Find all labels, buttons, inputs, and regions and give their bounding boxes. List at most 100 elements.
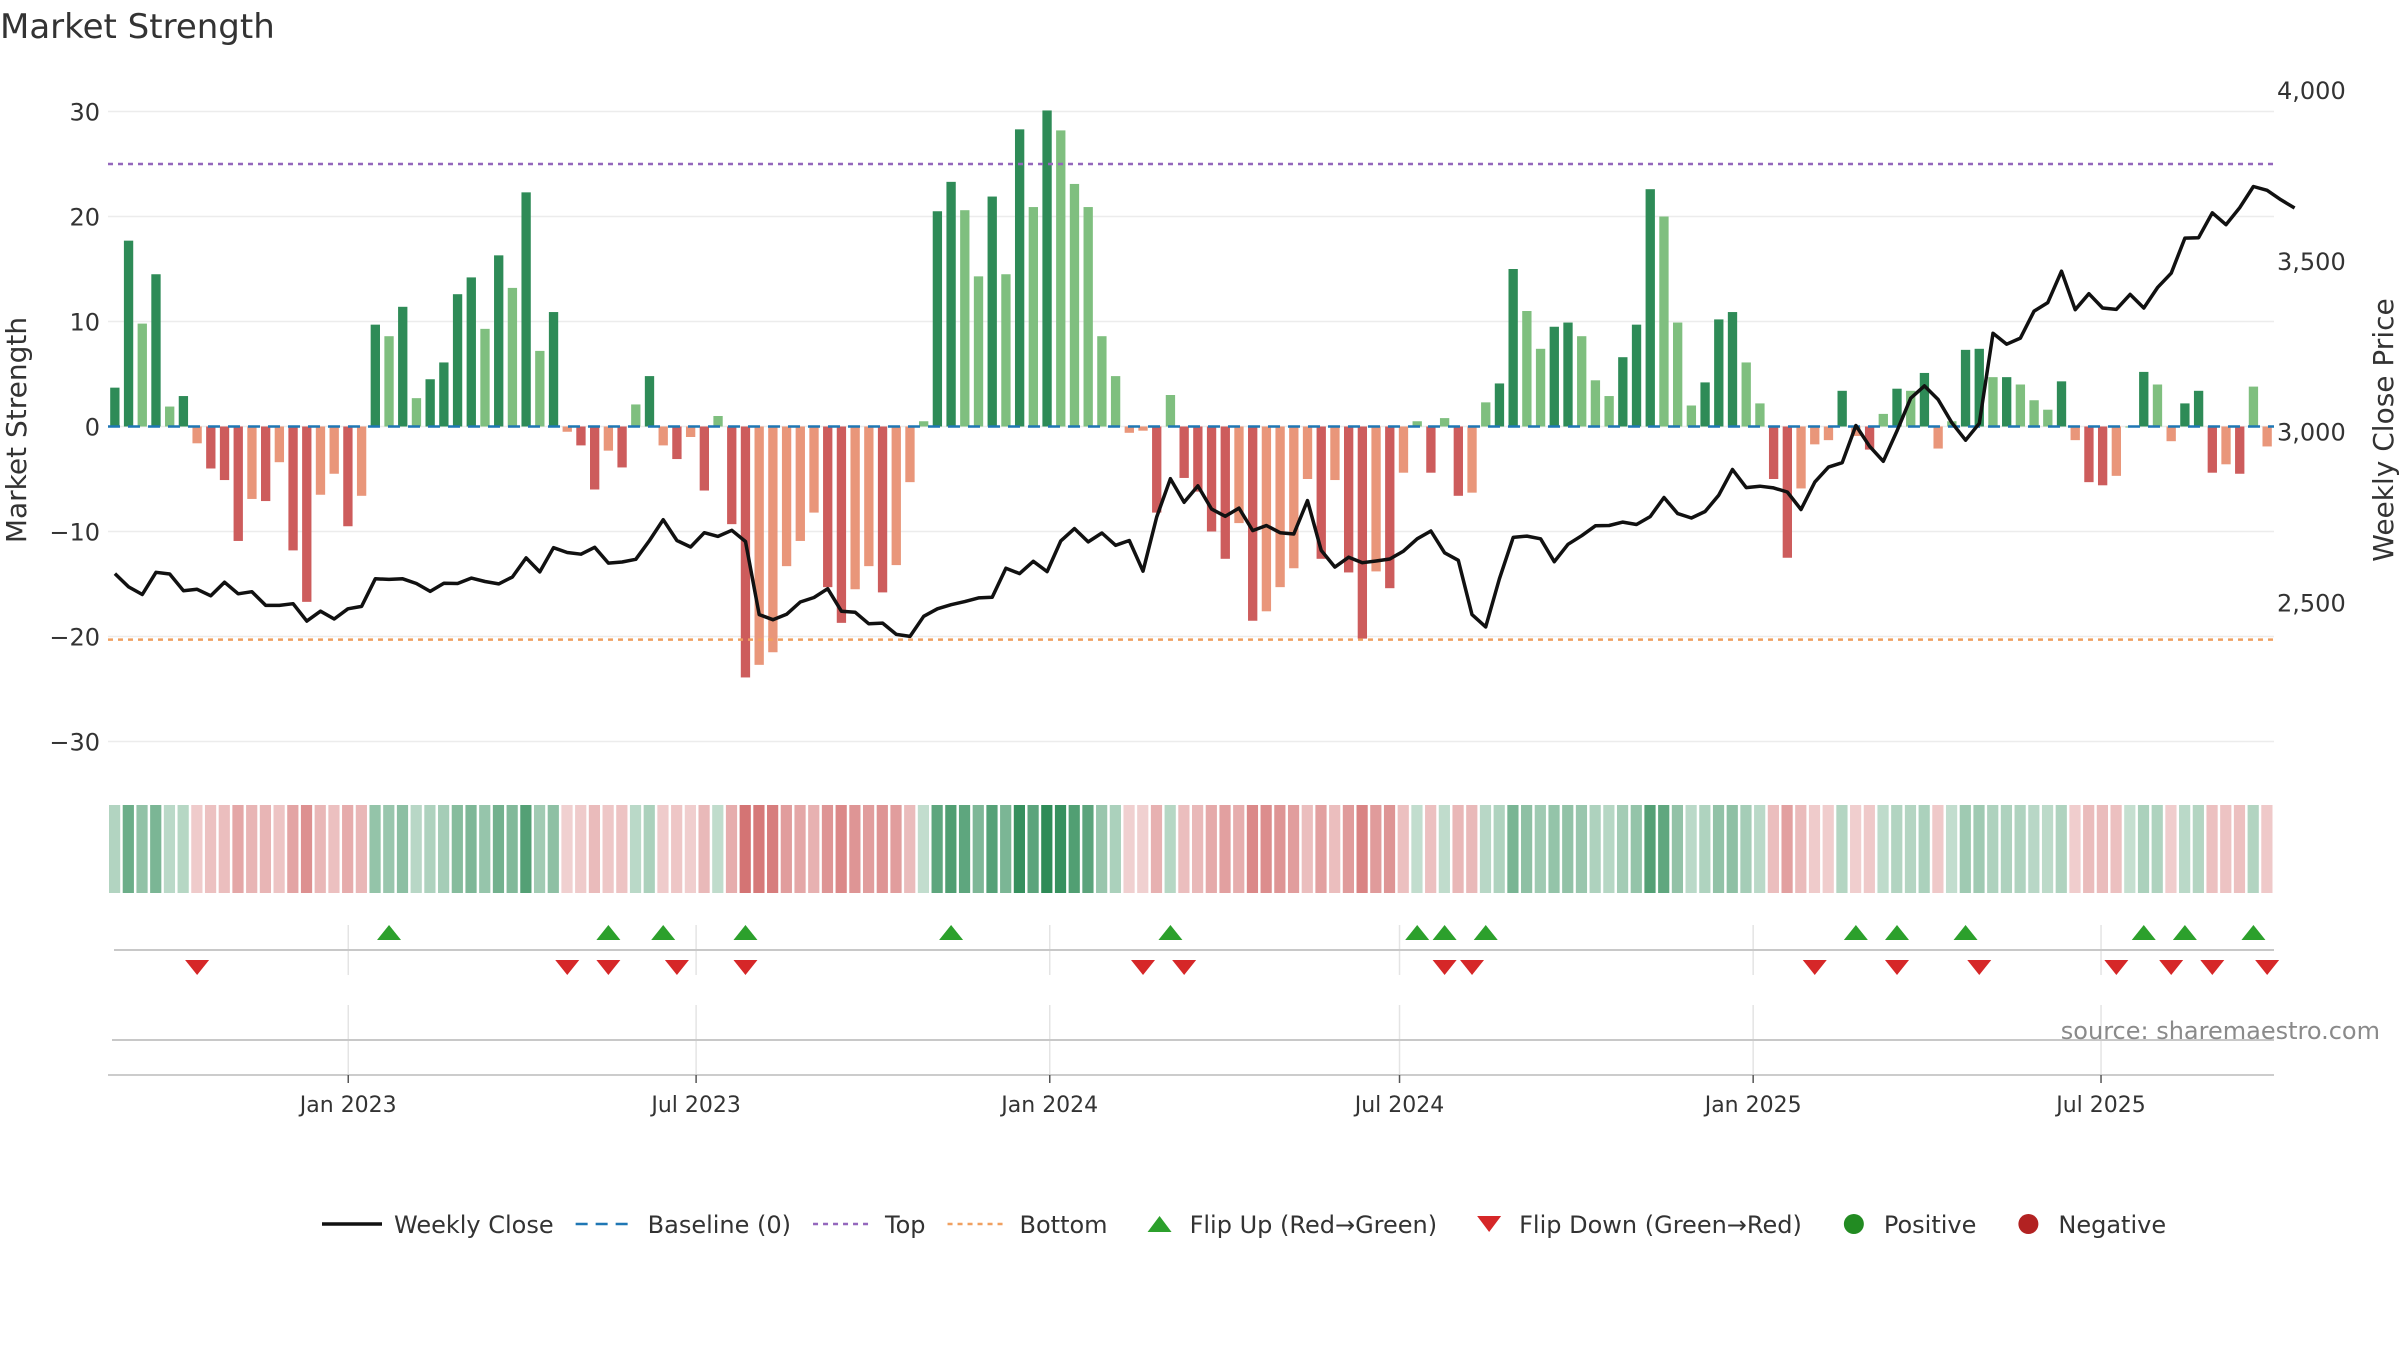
strip-cell [1466, 805, 1478, 893]
flip-up-marker [377, 925, 402, 940]
x-tick-label: Jul 2023 [649, 1093, 741, 1118]
strength-bar [658, 426, 668, 446]
legend-label: Top [884, 1211, 926, 1239]
strength-bar [2221, 426, 2231, 465]
strip-cell [1493, 805, 1505, 893]
strip-cell [479, 805, 491, 893]
strength-bar [795, 426, 805, 541]
strength-bar [1083, 207, 1093, 427]
strength-bar [1124, 426, 1134, 433]
strip-cell [2233, 805, 2246, 893]
strip-cell [259, 805, 272, 893]
strength-bar [1645, 189, 1655, 427]
flip-up-marker [1885, 925, 1910, 940]
left-axis-ticks: 30 20 10 0 −10 −20 −30 [49, 99, 100, 757]
strip-cell [684, 805, 696, 893]
flip-up-marker [1953, 925, 1978, 940]
strength-bar [535, 350, 545, 427]
legend-swatch-dot [1843, 1214, 1864, 1234]
strip-cell [1246, 805, 1259, 893]
flip-down-marker [1885, 960, 1910, 975]
strength-bar [2029, 400, 2039, 427]
strength-bar [2248, 386, 2259, 427]
strip-cell [1836, 805, 1848, 893]
strip-cell [917, 805, 930, 893]
flip-down-marker [2255, 960, 2280, 975]
strength-bar [1330, 426, 1340, 481]
strength-bar [685, 426, 696, 437]
reference-lines [108, 162, 2274, 641]
strength-bar [343, 426, 353, 527]
strip-cell [2206, 805, 2218, 893]
strength-bar [1302, 426, 1313, 479]
flip-up-marker [2131, 925, 2156, 940]
strip-cell [561, 805, 573, 893]
strength-bar [864, 426, 874, 567]
strip-cell [1767, 805, 1779, 893]
strip-cell [218, 805, 230, 893]
strip-cell [1068, 805, 1080, 893]
y-tick-label-left: −30 [49, 729, 100, 757]
legend-item: Flip Up (Red→Green) [1147, 1211, 1437, 1239]
strip-cell [1370, 805, 1382, 893]
strength-bar [1563, 322, 1573, 427]
strength-bar [905, 426, 915, 483]
strip-cell [821, 805, 834, 893]
x-tick-label: Jan 2023 [298, 1093, 397, 1118]
strength-bar [233, 426, 243, 541]
strip-cell [109, 805, 121, 893]
y-tick-label-left: 30 [69, 99, 100, 127]
flip-up-marker [733, 925, 758, 940]
strength-bar [973, 276, 984, 427]
strip-cell [1150, 805, 1163, 893]
flip-up-marker [596, 925, 621, 940]
strip-cell [808, 805, 820, 893]
strip-cell [355, 805, 367, 893]
strip-cell [1096, 805, 1108, 893]
strength-bar [1535, 348, 1546, 427]
strip-cell [1452, 805, 1464, 893]
strip-cell [2179, 805, 2191, 893]
strength-bar [1590, 380, 1601, 427]
strip-cell [712, 805, 724, 893]
strip-cell [2041, 805, 2054, 893]
strip-cell [1987, 805, 1999, 893]
strip-cell [904, 805, 916, 893]
strip-cell [342, 805, 354, 893]
strip-cell [1479, 805, 1492, 893]
flip-up-marker [651, 925, 676, 940]
strength-bar [1919, 372, 1930, 427]
strip-cell [369, 805, 381, 893]
strip-cell [1438, 805, 1450, 893]
strength-bar [891, 426, 901, 566]
strength-bar [1097, 336, 1107, 427]
strength-bar [1453, 426, 1463, 496]
legend-item: Weekly Close [322, 1211, 554, 1239]
strength-bar [2193, 390, 2204, 427]
strength-bar [836, 426, 847, 623]
strip-cell [1754, 805, 1766, 893]
legend-item: Baseline (0) [575, 1211, 791, 1239]
strength-bar [1714, 319, 1724, 427]
flip-down-marker [1432, 960, 1457, 975]
strength-bar [644, 376, 655, 427]
strength-bar [1316, 426, 1326, 559]
strength-bar [960, 210, 970, 427]
strip-cell [1054, 805, 1067, 893]
strip-cell [328, 805, 340, 893]
left-axis-label: Market Strength [0, 317, 33, 543]
strip-cell [1178, 805, 1190, 893]
right-axis-ticks: 4,000 3,500 3,000 2,500 [2277, 77, 2346, 617]
strip-cell [300, 805, 313, 893]
flip-down-marker [664, 960, 689, 975]
strength-bar [2111, 426, 2122, 476]
strength-bar [2166, 426, 2176, 442]
strength-bar [1261, 426, 1272, 612]
right-axis-label: Weekly Close Price [2367, 298, 2400, 561]
strip-cell [1192, 805, 1204, 893]
y-tick-label-left: 0 [85, 414, 100, 442]
strip-cell [1521, 805, 1533, 893]
strip-cell [629, 805, 642, 893]
strength-bar [1028, 207, 1039, 427]
flip-down-marker [596, 960, 621, 975]
